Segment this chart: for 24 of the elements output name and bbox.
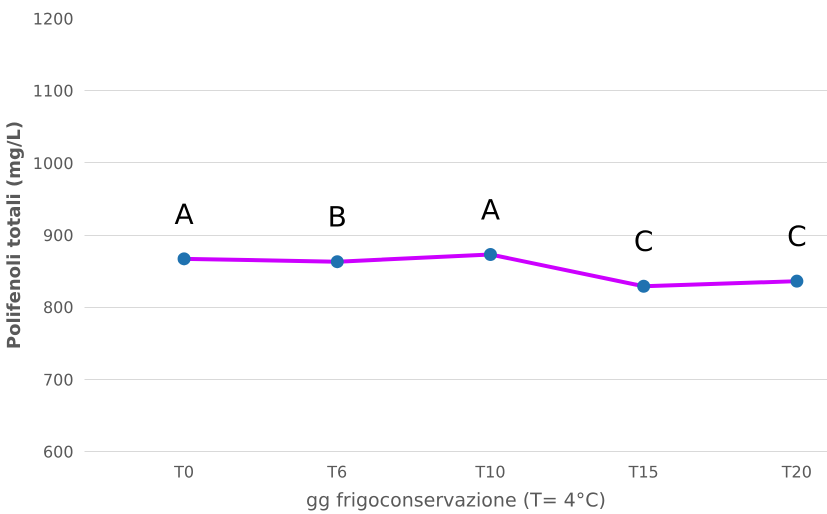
y-tick-label: 700 (42, 370, 74, 390)
y-tick-label: 1200 (32, 10, 74, 28)
y-tick-label: 600 (42, 442, 74, 462)
point (484, 248, 497, 261)
annotation: A (174, 198, 194, 231)
annotation: A (480, 193, 500, 226)
annotation: C (634, 225, 654, 258)
point (790, 274, 804, 288)
point (637, 280, 650, 293)
x-tick-label: T6 (326, 462, 348, 482)
x-axis-title: gg frigoconservazione (T= 4°C) (306, 490, 606, 512)
y-tick-label: 1000 (32, 154, 74, 173)
x-tick-label: T15 (628, 462, 659, 482)
annotation: C (787, 220, 807, 254)
x-tick-label: T10 (474, 462, 506, 482)
point (178, 252, 191, 266)
y-axis-title: Polifenoli totali (mg/L) (4, 120, 25, 350)
y-tick-label: 1100 (32, 82, 74, 101)
y-tick-label: 900 (42, 226, 74, 245)
y-tick-label: 800 (42, 298, 74, 318)
x-tick-label: T0 (173, 462, 194, 482)
annotation: B (328, 200, 347, 234)
x-tick-label: T20 (780, 462, 812, 482)
point (330, 255, 344, 268)
